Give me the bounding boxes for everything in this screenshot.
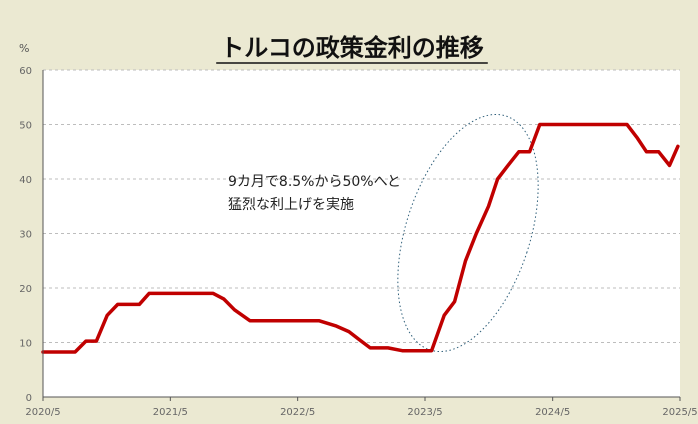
data-point (636, 137, 639, 139)
data-point (539, 123, 541, 126)
data-point (369, 347, 372, 349)
data-point (74, 351, 76, 353)
data-point (348, 330, 350, 333)
data-point (496, 178, 499, 180)
data-point (475, 232, 478, 235)
data-point (518, 151, 520, 153)
data-point (138, 303, 141, 306)
data-point (85, 340, 87, 342)
data-point (487, 205, 490, 208)
data-point (668, 164, 671, 167)
data-point (116, 303, 119, 306)
x-tick-label: 2023/5 (407, 407, 442, 418)
data-point (95, 340, 98, 342)
y-tick-label: 20 (19, 284, 32, 295)
data-point (358, 339, 361, 341)
y-tick-label: 10 (19, 339, 32, 350)
x-tick-label: 2025/5 (662, 407, 697, 418)
data-point (249, 319, 251, 322)
y-tick-label: 30 (19, 230, 32, 241)
y-axis-unit: % (19, 42, 29, 55)
data-point (443, 314, 446, 317)
data-point (645, 151, 648, 153)
data-point (430, 349, 433, 352)
data-point (148, 292, 150, 295)
data-point (528, 151, 531, 153)
series-layer (41, 122, 680, 354)
data-point (657, 151, 660, 153)
data-point (335, 325, 338, 327)
data-point (222, 298, 225, 300)
data-point (453, 300, 456, 303)
chart-title: トルコの政策金利の推移 (220, 34, 484, 62)
x-tick-label: 2020/5 (25, 407, 60, 418)
y-tick-labels: 0 10 20 30 40 50 60 (19, 66, 32, 404)
axes (42, 70, 680, 398)
data-point (387, 347, 389, 349)
y-tick-label: 60 (19, 66, 32, 77)
data-point (106, 314, 108, 317)
x-tick-label: 2024/5 (535, 407, 570, 418)
data-point (626, 123, 628, 126)
data-point (48, 351, 51, 353)
annotation-line-2: 猛烈な利上げを実施 (228, 197, 354, 213)
data-point (212, 292, 214, 295)
x-tick-label: 2021/5 (153, 407, 188, 418)
data-point (318, 319, 320, 322)
data-point (464, 260, 467, 262)
data-point (677, 145, 679, 148)
data-point (233, 309, 236, 311)
data-point (401, 349, 404, 352)
y-tick-label: 50 (19, 121, 32, 132)
y-tick-label: 40 (19, 175, 32, 186)
y-tick-label: 0 (26, 393, 32, 404)
x-tick-labels: 2020/5 2021/5 2022/5 2023/5 2024/5 2025/5 (25, 397, 698, 418)
data-point (507, 164, 509, 167)
x-tick-label: 2022/5 (280, 407, 315, 418)
annotation-line-1: 9カ月で8.5%から50%へと (228, 174, 401, 190)
